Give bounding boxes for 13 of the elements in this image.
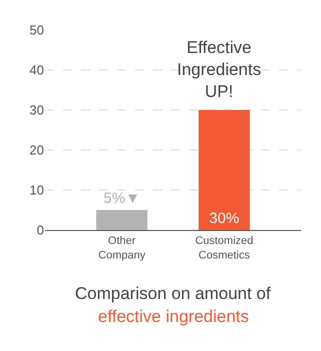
- y-tick-label: 0: [36, 222, 44, 238]
- data-label: 30%: [209, 210, 240, 227]
- annotation: Effective Ingredients UP!: [177, 38, 262, 102]
- text: Comparison on amount of: [75, 284, 271, 303]
- y-tick-label: 30: [30, 102, 44, 118]
- text: effective ingredients: [98, 307, 249, 326]
- y-tick-label: 10: [30, 182, 44, 198]
- y-tick-label: 20: [30, 142, 44, 158]
- y-tick-label: 40: [30, 62, 44, 78]
- x-tick-label: Other Company: [98, 235, 146, 262]
- data-label: 5%▼: [104, 190, 140, 207]
- y-tick-label: 50: [30, 22, 44, 38]
- x-tick-label: Customized Cosmetics: [195, 235, 254, 262]
